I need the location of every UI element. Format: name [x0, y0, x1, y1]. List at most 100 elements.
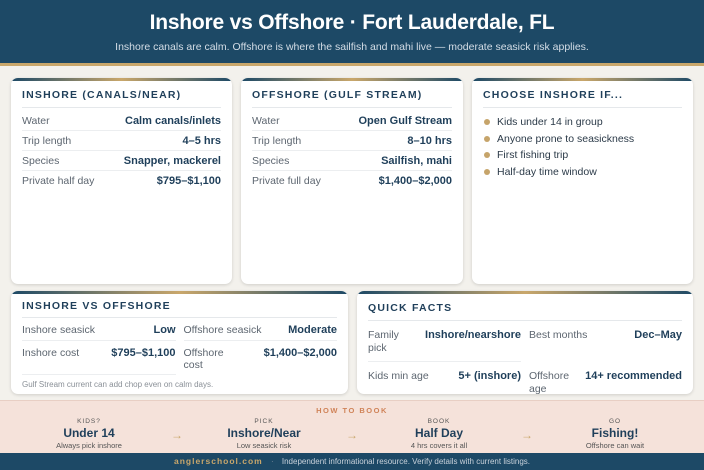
table-row: Species Snapper, mackerel — [22, 151, 221, 171]
table-row: Water Calm canals/inlets — [22, 111, 221, 131]
row-value: $1,400–$2,000 — [378, 175, 452, 187]
cell-label: Kids min age — [368, 370, 429, 382]
arrow-right-icon: → — [171, 428, 183, 442]
bullet-icon — [484, 168, 490, 175]
cell-label: Inshore seasick — [22, 324, 95, 336]
table-row: Private full day $1,400–$2,000 — [252, 171, 452, 191]
footer: anglerschool.com · Independent informati… — [0, 453, 704, 470]
arrow-right-icon: → — [521, 428, 533, 442]
page-subtitle: Inshore canals are calm. Offshore is whe… — [115, 41, 589, 53]
step-sub: Always pick inshore — [56, 441, 122, 450]
row-label: Species — [252, 154, 290, 167]
how-to-book-band: HOW TO BOOK KIDS? Under 14 Always pick ins… — [0, 400, 704, 453]
row-value: 8–10 hrs — [407, 134, 452, 147]
row-label: Trip length — [252, 134, 302, 147]
list-item-text: Half-day time window — [497, 165, 597, 178]
step-pick: PICK Inshore/Near Low seasick risk — [194, 418, 334, 450]
row-value: Sailfish, mahi — [381, 154, 452, 167]
footer-separator: · — [270, 457, 274, 466]
fact-cell: Kids min age 5+ (inshore) — [368, 362, 521, 394]
bullet-icon — [484, 119, 490, 126]
fact-cell: Best months Dec–May — [529, 321, 682, 362]
cell-label: Offshore age — [529, 370, 570, 394]
row-value: 4–5 hrs — [182, 134, 221, 147]
row-label: Species — [22, 154, 60, 167]
row-label: Water — [22, 114, 50, 127]
card-title: INSHORE (CANALS/NEAR) — [22, 78, 221, 108]
row-label: Private full day — [252, 175, 321, 187]
cell-label: Family pick — [368, 329, 399, 354]
step-kicker: BOOK — [427, 418, 451, 425]
fact-cell: Offshore seasick Moderate — [183, 318, 337, 341]
step-sub: Low seasick risk — [236, 441, 292, 450]
row-label: Private half day — [22, 175, 95, 187]
choose-inshore-card: CHOOSE INSHORE IF... Kids under 14 in gr… — [472, 78, 693, 284]
cell-value: 14+ recommended — [585, 370, 682, 382]
step-book: BOOK Half Day 4 hrs covers it all — [369, 418, 509, 450]
card-title: QUICK FACTS — [368, 291, 682, 321]
step-main: Under 14 — [63, 426, 115, 440]
fact-cell: Inshore seasick Low — [22, 318, 176, 341]
compare-card: INSHORE VS OFFSHORE Inshore seasick Low O… — [11, 291, 348, 394]
step-kicker: GO — [608, 418, 622, 425]
list-item-text: First fishing trip — [497, 149, 569, 162]
row-label: Trip length — [22, 134, 72, 147]
row-value: $795–$1,100 — [156, 175, 221, 187]
header: Inshore vs Offshore · Fort Lauderdale, F… — [0, 0, 704, 63]
step-main: Half Day — [414, 426, 464, 440]
footnote: Gulf Stream current can add chop even on… — [22, 380, 214, 389]
list-item-text: Kids under 14 in group — [497, 116, 603, 129]
table-row: Species Sailfish, mahi — [252, 151, 452, 171]
step-main: Inshore/Near — [227, 426, 301, 440]
page-title: Inshore vs Offshore · Fort Lauderdale, F… — [149, 11, 555, 34]
list-item: Anyone prone to seasickness — [483, 131, 682, 148]
cell-label: Inshore cost — [22, 347, 80, 359]
cell-value: $795–$1,100 — [111, 347, 176, 359]
step-sub: 4 hrs covers it all — [410, 441, 468, 450]
cell-value: 5+ (inshore) — [458, 370, 521, 382]
list-item-text: Anyone prone to seasickness — [497, 132, 635, 145]
table-row: Private half day $795–$1,100 — [22, 171, 221, 191]
offshore-card: OFFSHORE (GULF STREAM) Water Open Gulf St… — [241, 78, 463, 284]
list-item: Half-day time window — [483, 164, 682, 181]
step-kicker: KIDS? — [77, 418, 101, 425]
cell-value: Moderate — [288, 324, 337, 336]
cell-value: Dec–May — [634, 329, 682, 341]
cell-value: $1,400–$2,000 — [263, 347, 337, 359]
cell-label: Offshore cost — [183, 347, 224, 371]
inshore-card: INSHORE (CANALS/NEAR) Water Calm canals/i… — [11, 78, 232, 284]
table-row: Trip length 8–10 hrs — [252, 131, 452, 151]
table-row: Water Open Gulf Stream — [252, 111, 452, 131]
cell-value: Low — [153, 324, 176, 336]
arrow-right-icon: → — [346, 428, 358, 442]
cell-label: Offshore seasick — [183, 324, 262, 336]
footer-text: Independent informational resource. Veri… — [281, 457, 531, 466]
fact-cell: Offshore cost $1,400–$2,000 — [184, 341, 338, 375]
row-value: Snapper, mackerel — [123, 154, 221, 167]
quick-facts-card: QUICK FACTS Family pick Inshore/nearshore… — [357, 291, 693, 394]
how-to-book-title: HOW TO BOOK — [316, 406, 388, 415]
bullet-icon — [484, 135, 490, 142]
row-value: Calm canals/inlets — [125, 114, 221, 127]
cell-value: Inshore/nearshore — [425, 329, 521, 341]
list-item: First fishing trip — [483, 147, 682, 164]
gold-divider — [0, 63, 704, 66]
step-go: GO Fishing! Offshore can wait — [545, 418, 685, 450]
fact-cell: Family pick Inshore/nearshore — [368, 321, 521, 362]
fact-cell: Offshore age 14+ recommended — [529, 362, 682, 394]
bullet-icon — [484, 152, 490, 159]
step-main: Fishing! — [591, 426, 639, 440]
card-title: CHOOSE INSHORE IF... — [483, 78, 682, 108]
row-label: Water — [252, 114, 280, 127]
row-value: Open Gulf Stream — [358, 114, 452, 127]
cell-label: Best months — [529, 329, 588, 341]
step-kicker: PICK — [254, 418, 274, 425]
step-kids: KIDS? Under 14 Always pick inshore — [19, 418, 159, 450]
table-row: Trip length 4–5 hrs — [22, 131, 221, 151]
card-title: OFFSHORE (GULF STREAM) — [252, 78, 452, 108]
list-item: Kids under 14 in group — [483, 114, 682, 131]
footer-brand-link[interactable]: anglerschool.com — [173, 456, 263, 466]
step-sub: Offshore can wait — [585, 441, 645, 450]
card-title: INSHORE VS OFFSHORE — [22, 291, 337, 318]
fact-cell: Inshore cost $795–$1,100 — [22, 341, 176, 375]
